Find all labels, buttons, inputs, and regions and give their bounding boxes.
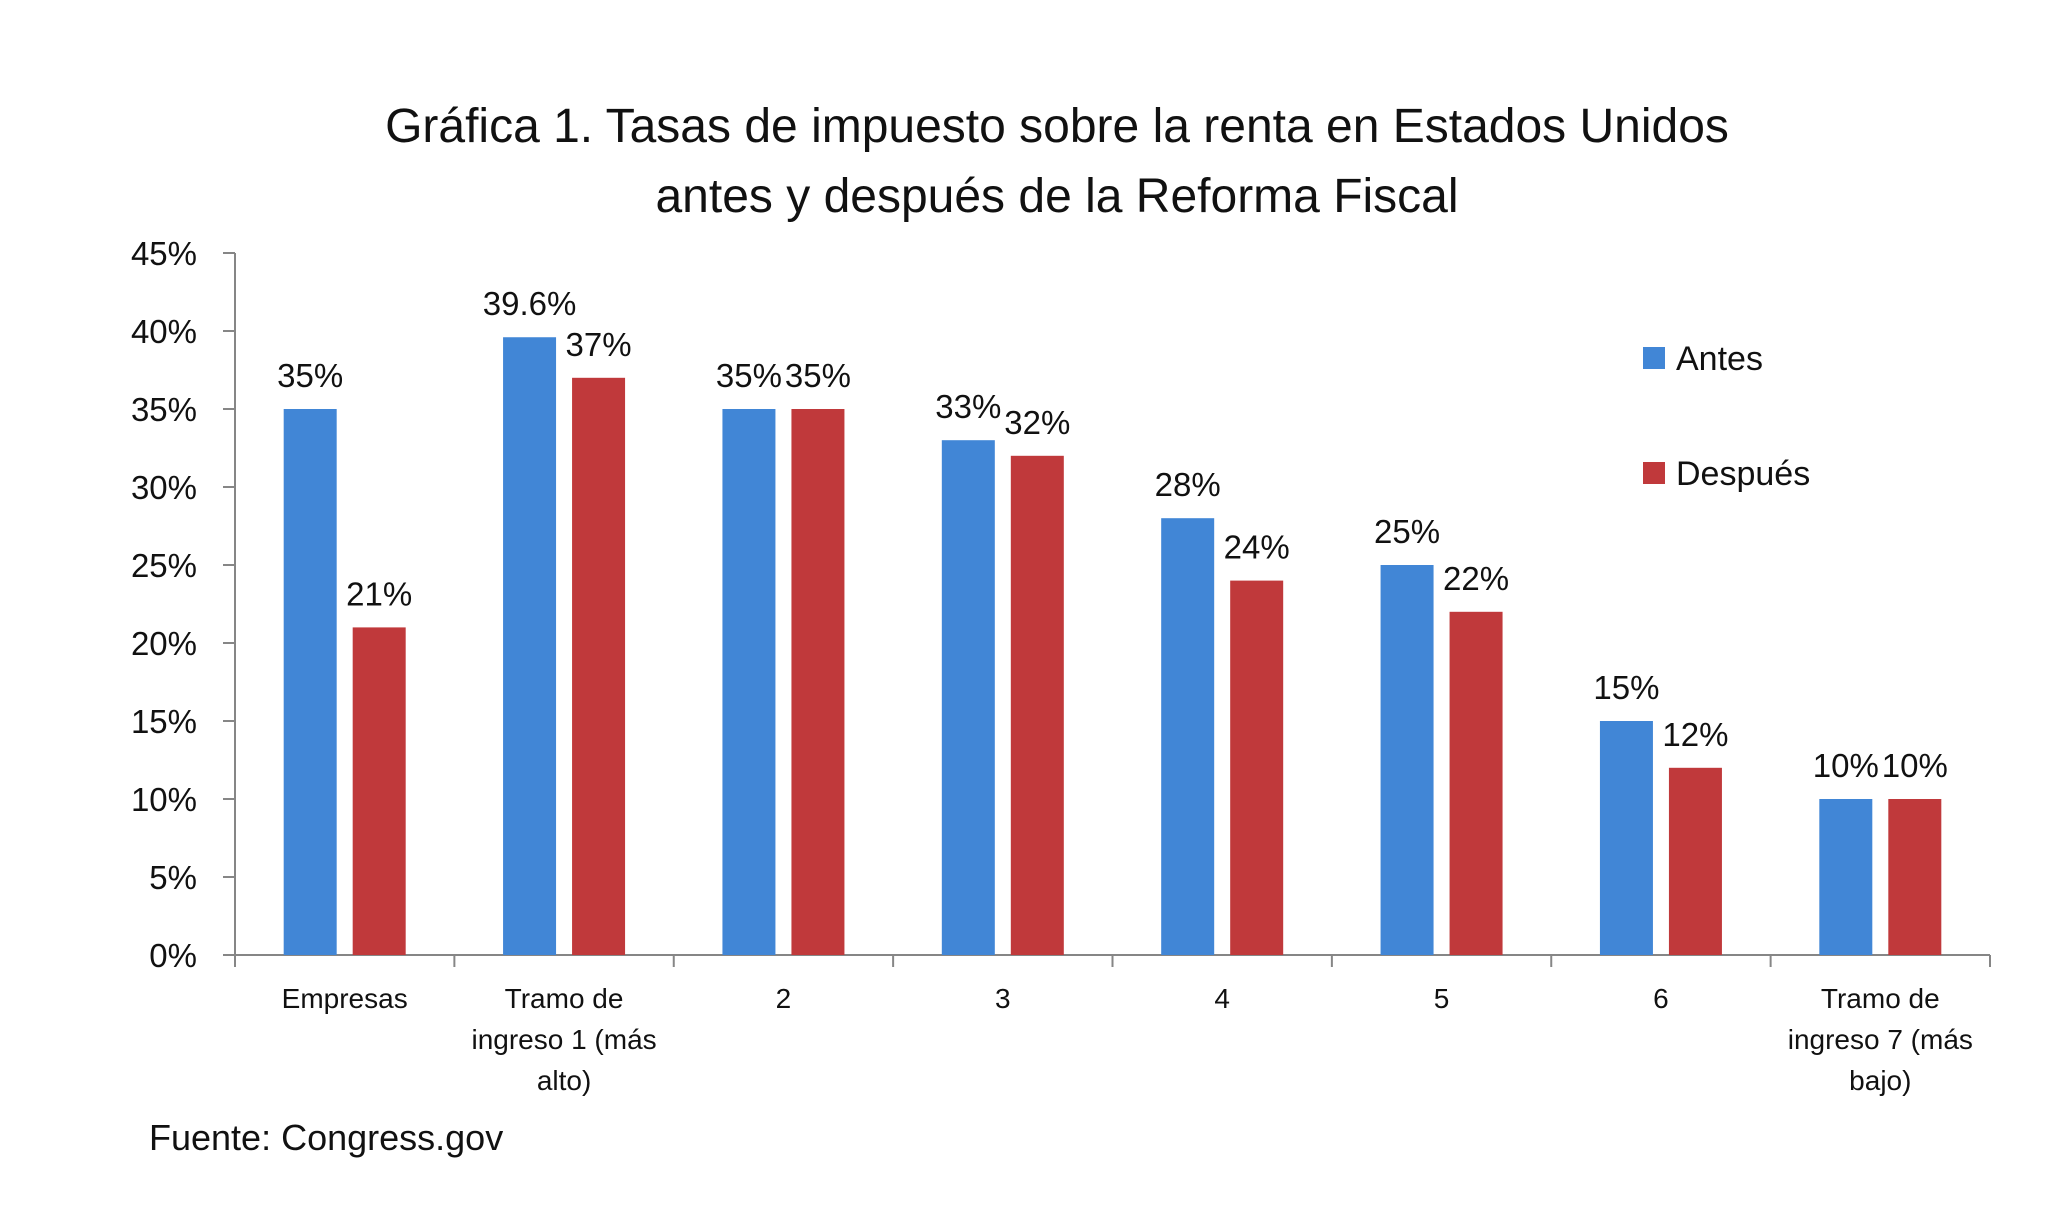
x-category-label: 4 <box>1214 983 1230 1014</box>
chart-title-line-2: antes y después de la Reforma Fiscal <box>655 170 1458 223</box>
bar-antes <box>503 337 557 955</box>
bars: 35%21%39.6%37%35% 35%33% 32%28%24% 25%22%15… <box>277 285 1948 955</box>
y-tick-label: 5% <box>149 859 197 896</box>
x-category-label: 2 <box>776 983 792 1014</box>
x-category-label: 5 <box>1434 983 1450 1014</box>
bar-antes <box>1819 799 1873 955</box>
data-label: 39.6% <box>483 285 577 322</box>
x-category-label: 3 <box>995 983 1011 1014</box>
y-tick-label: 40% <box>131 313 197 350</box>
data-label: 32% <box>1004 404 1070 441</box>
data-label: 28% <box>1155 466 1221 503</box>
y-tick-label: 20% <box>131 625 197 662</box>
bar-antes <box>1599 721 1653 955</box>
legend: Antes Después <box>1643 340 1810 493</box>
bar-despus <box>1449 611 1503 955</box>
bar-antes <box>722 409 776 955</box>
bar-despus <box>1230 580 1284 955</box>
y-tick-label: 25% <box>131 547 197 584</box>
x-category-label: Empresas <box>282 983 408 1014</box>
data-label: 25% <box>1374 513 1440 550</box>
bar-antes <box>1380 565 1434 955</box>
axes: 0% 5% 10% 15% 20% 25% 30% 35% 40% 45% Empresas Tram… <box>131 235 1991 1096</box>
y-tick-label: 0% <box>149 937 197 974</box>
bar-antes <box>941 440 995 955</box>
x-category-label: Tramo de <box>1821 983 1940 1014</box>
x-category-label: 6 <box>1653 983 1669 1014</box>
y-tick-label: 35% <box>131 391 197 428</box>
data-label: 35% <box>785 357 851 394</box>
legend-swatch <box>1643 462 1665 484</box>
data-label: 37% <box>566 326 632 363</box>
data-label: 15% <box>1593 669 1659 706</box>
data-label: 21% <box>346 575 412 612</box>
data-label: 22% <box>1443 560 1509 597</box>
x-category-label: bajo) <box>1849 1065 1911 1096</box>
x-category-label: ingreso 1 (más <box>471 1024 656 1055</box>
bar-despus <box>1010 455 1064 955</box>
y-tick-label: 10% <box>131 781 197 818</box>
y-tick-label: 45% <box>131 235 197 272</box>
legend-swatch <box>1643 347 1665 369</box>
data-label: 10% <box>1882 747 1948 784</box>
bar-despus <box>791 409 845 955</box>
x-category-label: alto) <box>537 1065 591 1096</box>
bar-despus <box>352 627 406 955</box>
y-tick-label: 30% <box>131 469 197 506</box>
x-category-label: Tramo de <box>505 983 624 1014</box>
data-label: 35% <box>277 357 343 394</box>
source-note: Fuente: Congress.gov <box>149 1117 503 1158</box>
legend-label: Antes <box>1676 340 1763 378</box>
bar-antes <box>283 409 337 955</box>
data-label: 35% <box>716 357 782 394</box>
y-tick-label: 15% <box>131 703 197 740</box>
bar-despus <box>1668 767 1722 955</box>
data-label: 12% <box>1662 716 1728 753</box>
bar-antes <box>1161 518 1215 955</box>
bar-despus <box>572 377 626 955</box>
data-label: 10% <box>1813 747 1879 784</box>
legend-label: Después <box>1676 455 1810 493</box>
data-label: 24% <box>1224 529 1290 566</box>
x-category-label: ingreso 7 (más <box>1788 1024 1973 1055</box>
chart-title-line-1: Gráfica 1. Tasas de impuesto sobre la re… <box>385 100 1729 153</box>
data-label: 33% <box>935 388 1001 425</box>
bar-despus <box>1888 799 1942 955</box>
